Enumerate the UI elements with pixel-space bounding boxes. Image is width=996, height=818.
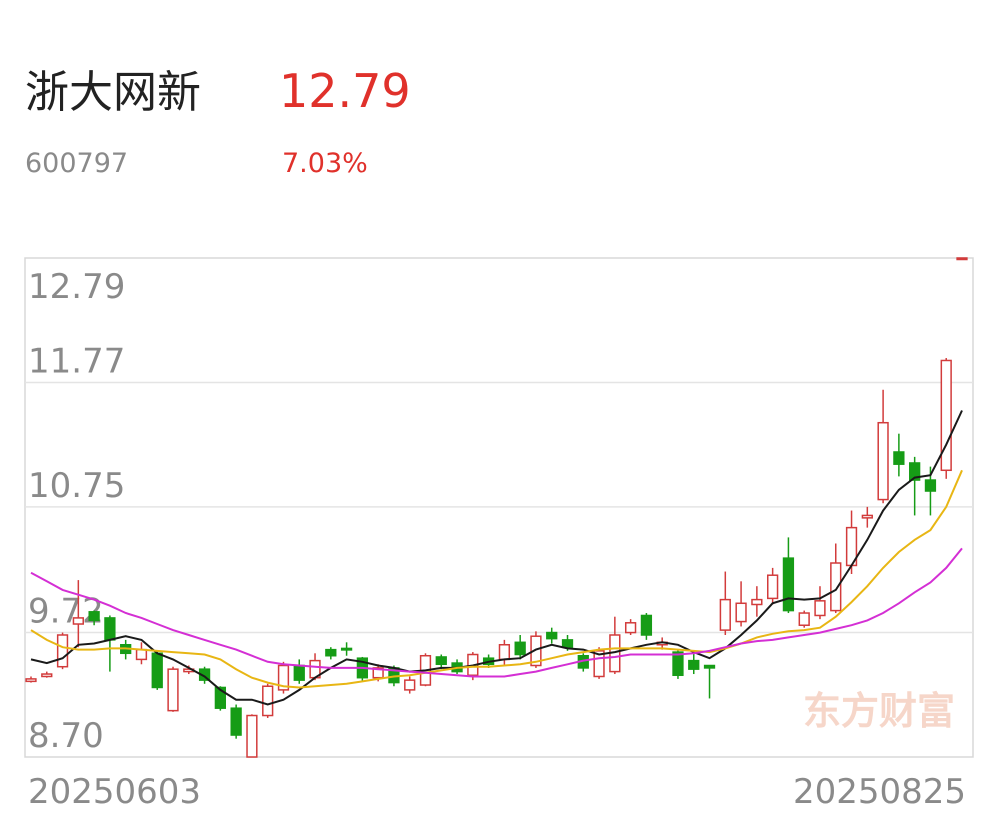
candle-body <box>498 644 511 661</box>
moving-average-line <box>30 410 963 706</box>
candle-body <box>262 685 274 717</box>
candle-body <box>719 598 731 631</box>
candle-body <box>214 686 226 709</box>
candle-body <box>861 514 873 519</box>
candle-body <box>782 557 795 612</box>
candle-body <box>940 359 952 472</box>
candle-body <box>561 639 574 648</box>
candle-body <box>340 647 353 651</box>
candle-body <box>877 421 889 501</box>
candle-body <box>751 598 763 606</box>
candle-body <box>893 451 905 465</box>
y-tick-label: 10.75 <box>28 466 125 506</box>
candle-body <box>624 622 637 634</box>
stock-name: 浙大网新 <box>25 67 201 118</box>
candle-body <box>798 612 810 626</box>
candle-body <box>135 648 148 661</box>
stock-change: 7.03% <box>282 148 368 179</box>
candle-body <box>41 673 53 678</box>
candle-body <box>735 602 747 623</box>
candle-body <box>372 667 384 679</box>
candle-body <box>909 462 921 481</box>
candle-body <box>72 617 84 625</box>
candle-body <box>88 611 100 622</box>
candle-body <box>104 617 116 641</box>
candle-body <box>688 659 700 670</box>
stock-code: 600797 <box>25 148 128 179</box>
candle-body <box>814 600 826 617</box>
candle-body <box>293 664 305 681</box>
y-tick-label: 8.70 <box>28 716 104 756</box>
moving-average-line <box>30 469 963 689</box>
candle-body <box>25 678 37 683</box>
candle-body <box>404 679 416 691</box>
x-tick-label: 20250603 <box>28 772 201 812</box>
candle-body <box>672 651 684 677</box>
candle-body <box>277 664 290 691</box>
x-tick-label: 20250825 <box>793 772 966 812</box>
watermark: 东方财富 <box>803 689 955 733</box>
candle-body <box>514 641 526 656</box>
candle-body <box>56 634 69 668</box>
candle-body <box>640 614 653 636</box>
candle-body <box>325 648 337 657</box>
candle-body <box>546 631 558 640</box>
candle-body <box>830 562 842 612</box>
candle-body <box>435 656 447 666</box>
candle-body <box>246 714 258 758</box>
y-tick-label: 12.79 <box>28 267 125 307</box>
candle-body <box>924 479 937 492</box>
candle-body <box>230 707 242 736</box>
candle-body <box>167 668 179 712</box>
candle-body <box>767 574 779 600</box>
candle-body <box>703 664 716 669</box>
candle-body <box>530 635 542 667</box>
y-tick-label: 11.77 <box>28 341 125 381</box>
moving-average-line <box>30 547 963 678</box>
stock-price: 12.79 <box>279 64 411 118</box>
candle-body <box>593 650 605 678</box>
candle-body <box>151 652 163 689</box>
candle-body <box>956 257 968 261</box>
